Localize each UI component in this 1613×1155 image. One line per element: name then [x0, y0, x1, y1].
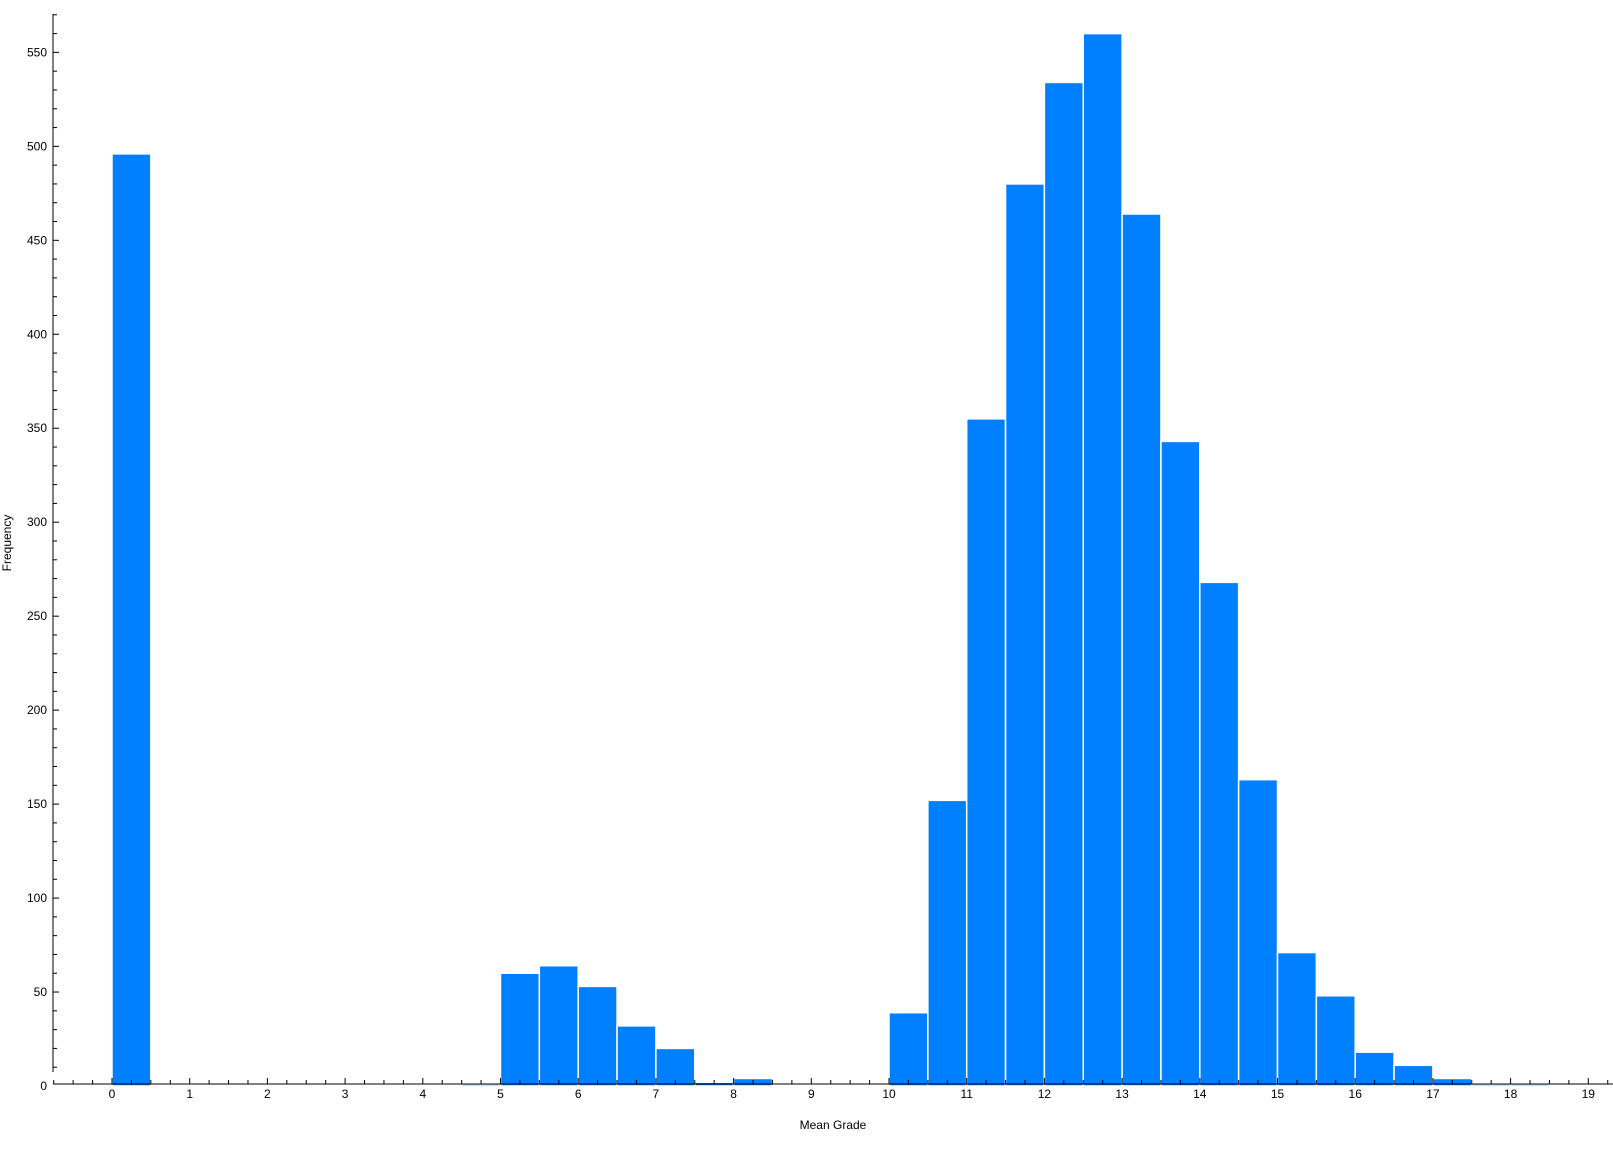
histogram-bar [1315, 995, 1356, 1087]
x-axis: 0 1 2 3 4 5 6 7 8 9 10 11 12 13 14 15 16 17 18 19 [53, 1078, 1613, 1101]
x-tick-label: 8 [730, 1087, 737, 1101]
y-tick-label: 500 [27, 139, 47, 153]
histogram-bar [965, 418, 1007, 1087]
y-tick-label: 150 [27, 797, 47, 811]
y-tick-label: 300 [27, 515, 47, 529]
histogram-bar [1160, 440, 1201, 1087]
x-tick-label: 0 [109, 1087, 116, 1101]
x-tick-label: 18 [1504, 1087, 1518, 1101]
x-tick-label: 9 [808, 1087, 815, 1101]
x-tick-label: 17 [1426, 1087, 1440, 1101]
y-tick-label: 100 [27, 891, 47, 905]
histogram-bar [577, 985, 618, 1087]
histogram-bar [1043, 81, 1085, 1087]
x-tick-label: 16 [1349, 1087, 1363, 1101]
histogram-bar [111, 153, 152, 1087]
y-tick-label: 200 [27, 703, 47, 717]
x-tick-label: 10 [882, 1087, 896, 1101]
x-tick-label: 2 [264, 1087, 271, 1101]
histogram-bar [1121, 213, 1162, 1087]
y-tick-label: 50 [34, 985, 48, 999]
histogram-bar [1237, 778, 1279, 1087]
x-tick-label: 14 [1193, 1087, 1207, 1101]
histogram-bar [655, 1047, 696, 1087]
x-axis-title: Mean Grade [800, 1118, 867, 1132]
histogram-bar [1393, 1064, 1434, 1087]
histogram-bar [1082, 32, 1123, 1087]
histogram-bar [1004, 183, 1046, 1087]
histogram-bar [1199, 581, 1240, 1087]
x-tick-label: 12 [1038, 1087, 1052, 1101]
y-axis: 0 50 100 150 200 250 300 350 400 450 500 550 [27, 14, 59, 1093]
y-tick-label: 550 [27, 45, 47, 59]
y-tick-label: 0 [40, 1079, 47, 1093]
y-tick-label: 400 [27, 327, 47, 341]
histogram-bar [499, 972, 541, 1087]
x-tick-label: 15 [1271, 1087, 1285, 1101]
x-tick-label: 7 [653, 1087, 660, 1101]
y-tick-label: 250 [27, 609, 47, 623]
x-tick-label: 13 [1115, 1087, 1129, 1101]
x-tick-label: 4 [419, 1087, 426, 1101]
x-tick-label: 1 [186, 1087, 193, 1101]
y-tick-label: 350 [27, 421, 47, 435]
x-tick-label: 11 [960, 1087, 973, 1101]
y-tick-label: 450 [27, 233, 47, 247]
x-tick-label: 19 [1582, 1087, 1596, 1101]
bars-group [111, 32, 1551, 1087]
histogram-bar [888, 1011, 929, 1087]
x-tick-label: 5 [497, 1087, 504, 1101]
x-tick-label: 6 [575, 1087, 582, 1101]
histogram-bar [1276, 951, 1318, 1087]
histogram-bar [538, 964, 579, 1087]
histogram-bar [927, 799, 968, 1087]
x-tick-label: 3 [342, 1087, 349, 1101]
y-axis-title: Frequency [0, 515, 14, 572]
histogram-bar [616, 1025, 657, 1087]
